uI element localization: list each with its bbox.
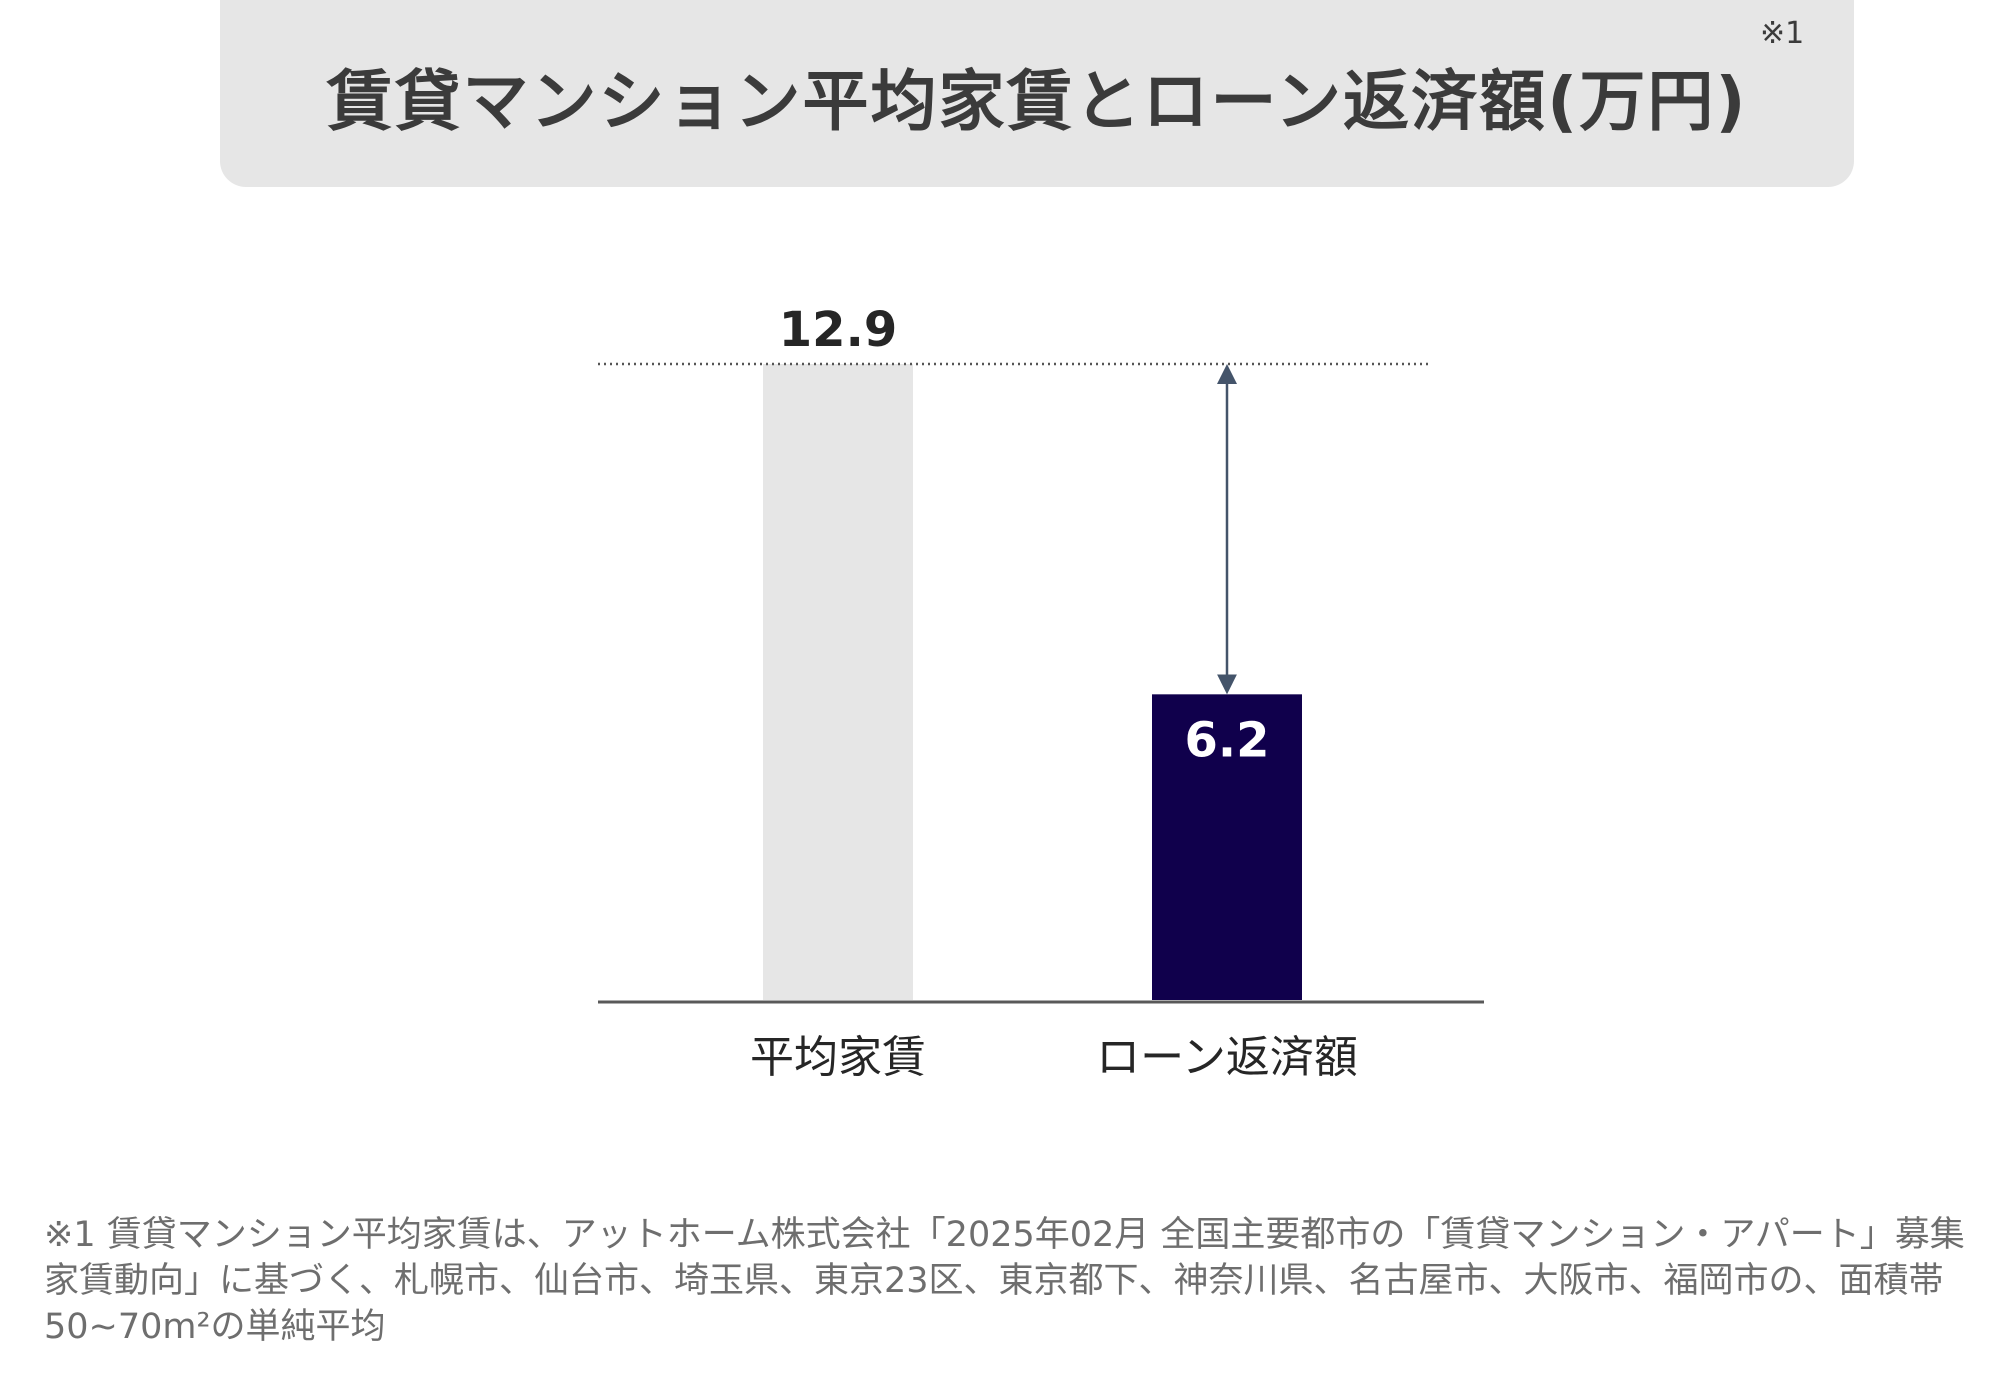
category-label-2: ローン返済額	[1096, 1032, 1358, 1083]
footnote: ※1 賃貸マンション平均家賃は、アットホーム株式会社「2025年02月 全国主要…	[44, 1215, 1965, 1347]
category-label-1: 平均家賃	[750, 1032, 926, 1083]
title-note-mark: ※1	[1760, 16, 1805, 51]
data-label-1: 12.9	[779, 302, 897, 358]
bar-2	[1152, 694, 1302, 1000]
chart-title: 賃貸マンション平均家賃とローン返済額(万円)	[326, 63, 1748, 140]
bar-1	[763, 364, 913, 1000]
title-box: 賃貸マンション平均家賃とローン返済額(万円)	[220, 0, 1854, 187]
data-label-2: 6.2	[1184, 712, 1269, 768]
